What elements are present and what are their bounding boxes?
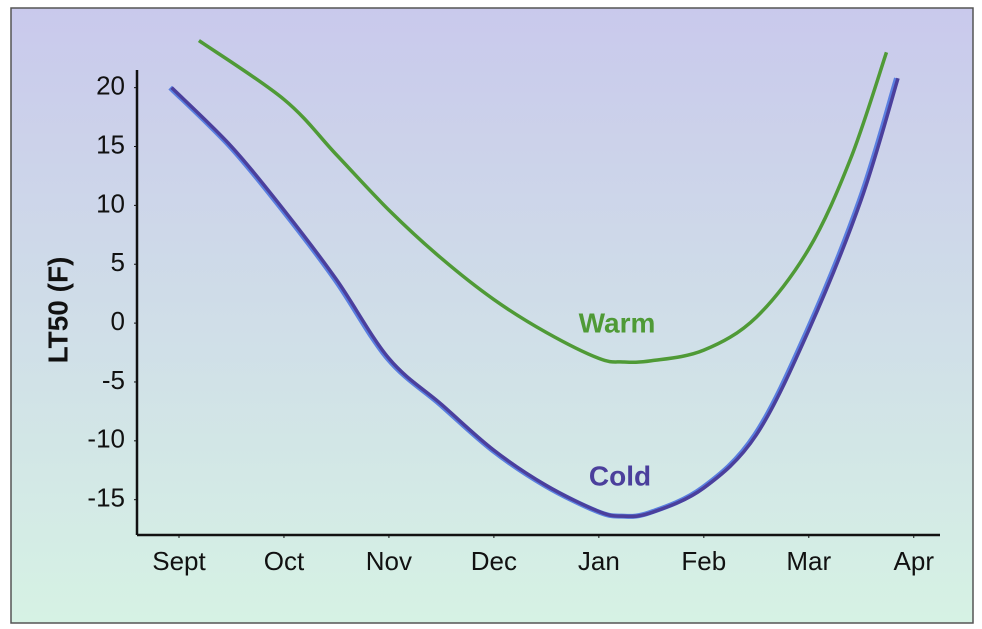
- x-tick-label: Dec: [471, 546, 517, 576]
- y-tick-label: -15: [87, 483, 125, 513]
- x-tick-label: Oct: [264, 546, 305, 576]
- series-line: [170, 77, 900, 519]
- x-tick-label: Sept: [152, 546, 206, 576]
- series-label: Warm: [579, 307, 656, 338]
- y-tick-label: 5: [111, 247, 125, 277]
- x-tick-label: Jan: [578, 546, 620, 576]
- y-tick-label: -10: [87, 424, 125, 454]
- series-line: [197, 39, 889, 365]
- background: [10, 7, 974, 624]
- series-label: Cold: [589, 460, 651, 491]
- y-axis-label: LT50 (F): [42, 257, 73, 364]
- x-tick-label: Mar: [786, 546, 831, 576]
- y-tick-label: 20: [96, 71, 125, 101]
- y-tick-label: 0: [111, 306, 125, 336]
- x-tick-label: Feb: [681, 546, 726, 576]
- x-tick-label: Apr: [894, 546, 935, 576]
- y-tick-label: 10: [96, 188, 125, 218]
- y-tick-label: 15: [96, 129, 125, 159]
- x-tick-label: Nov: [366, 546, 412, 576]
- y-tick-label: -5: [102, 365, 125, 395]
